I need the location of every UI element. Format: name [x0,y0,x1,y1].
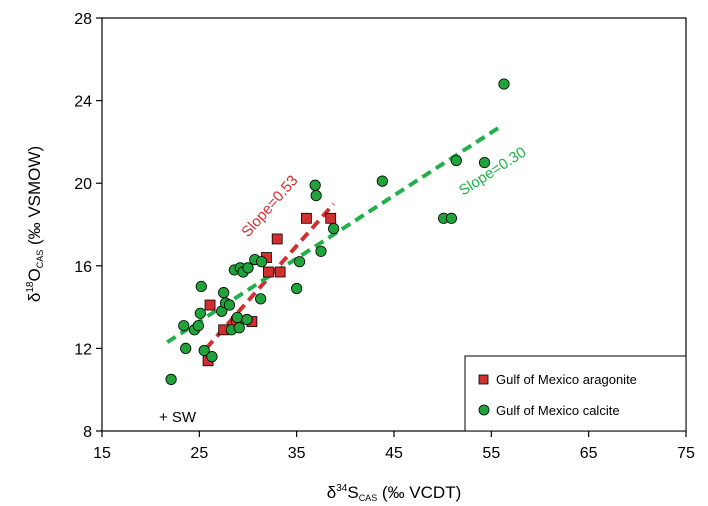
legend-label-calcite: Gulf of Mexico calcite [496,403,620,418]
legend: Gulf of Mexico aragonite Gulf of Mexico … [464,355,687,432]
calcite-point [255,293,267,305]
calcite-point [165,373,177,385]
x-tick-label: 65 [580,445,598,462]
x-tick-label: 55 [482,445,500,462]
slope-label-calcite: Slope=0.30 [456,144,529,200]
legend-marker-aragonite [478,374,489,385]
y-tick-label: 12 [74,341,92,358]
x-tick-label: 25 [190,445,208,462]
calcite-point [198,344,210,357]
calcite-point [192,320,204,332]
aragonite-point [271,233,283,245]
y-axis-ticks: 8 12 16 20 24 28 [74,11,102,441]
legend-marker-calcite [478,404,490,416]
calcite-point [223,299,236,311]
calcite-point [218,287,230,299]
calcite-point [291,282,303,295]
calcite-point [242,262,254,274]
x-tick-label: 45 [385,445,403,462]
calcite-point [241,313,253,326]
y-tick-label: 8 [83,424,92,441]
y-tick-label: 16 [74,259,92,276]
x-axis-label: δ34SCAS (‰ VCDT) [327,483,462,503]
calcite-point [178,320,190,332]
calcite-point [309,179,321,191]
calcite-point [180,342,192,354]
calcite-point [293,256,306,268]
calcite-point [445,212,458,224]
aragonite-point [204,299,216,311]
x-tick-label: 15 [93,445,111,462]
x-tick-label: 75 [677,445,695,462]
calcite-point [310,189,322,202]
data-points [165,78,510,385]
calcite-point [194,307,206,319]
y-tick-label: 24 [74,94,92,111]
aragonite-point [274,266,286,278]
calcite-point [195,280,207,293]
aragonite-point [325,212,337,224]
calcite-point [376,175,388,187]
calcite-point [233,322,245,334]
calcite-point [206,351,218,363]
calcite-point [498,78,510,90]
calcite-point [256,256,268,268]
calcite-point [450,154,462,167]
calcite-point [328,223,340,235]
aragonite-point [300,212,312,224]
legend-box [464,355,687,432]
calcite-point [231,311,243,324]
y-tick-label: 20 [74,176,92,193]
legend-label-aragonite: Gulf of Mexico aragonite [496,372,637,387]
y-tick-label: 28 [74,11,92,28]
slope-label-aragonite: Slope=0.53 [238,172,301,240]
y-axis-label: δ18OCAS (‰ VSMOW) [25,146,45,302]
x-tick-label: 35 [288,445,306,462]
x-axis-ticks: 15 25 35 45 55 65 75 [93,431,695,462]
calcite-point [478,156,491,169]
calcite-point [315,245,327,257]
sw-annotation: + SW [159,409,197,426]
aragonite-point [263,266,274,278]
